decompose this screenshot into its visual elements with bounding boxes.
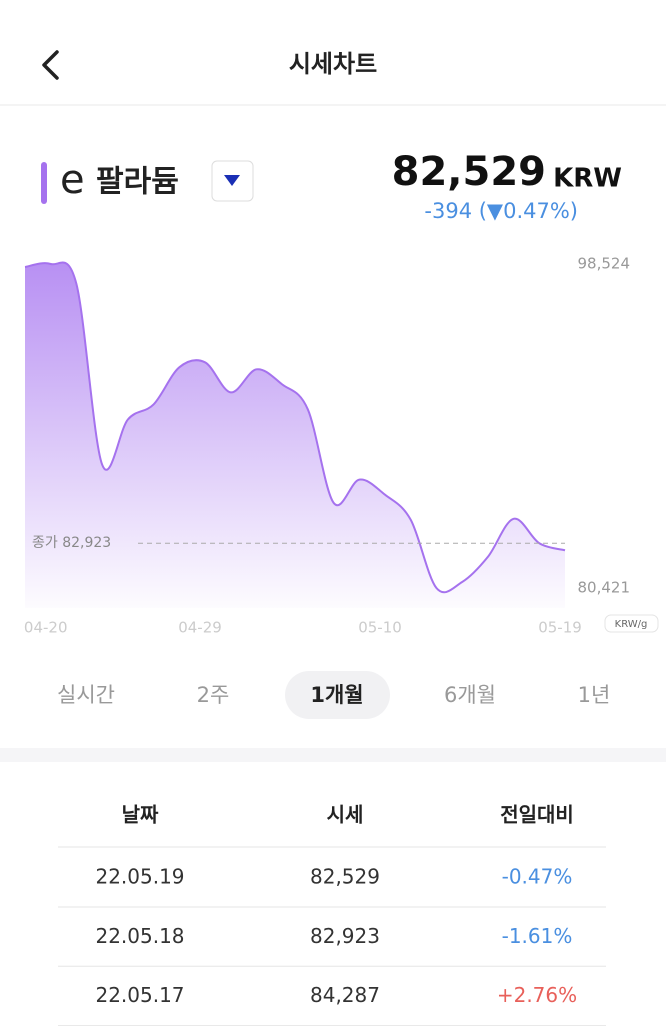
table-cell: 22.05.18 — [95, 924, 184, 948]
reference-label: 종가 82,923 — [32, 535, 111, 551]
area-fill — [25, 262, 565, 608]
x-tick-label: 04-29 — [178, 619, 222, 637]
asset-name: 팔라듐 — [96, 165, 179, 200]
x-tick-label: 04-20 — [24, 619, 68, 637]
back-button[interactable] — [42, 50, 59, 80]
price-table: 날짜 시세 전일대비 22.05.19 82,529 -0.47% 22.05.18 82,9… — [58, 803, 606, 1026]
table-header: 전일대비 — [500, 803, 574, 827]
unit-label: KRW/g — [615, 619, 648, 630]
tab-selected-bg — [285, 671, 390, 719]
table-cell: 22.05.19 — [95, 865, 184, 889]
header-title: 시세차트 — [289, 50, 377, 78]
asset-prefix: e — [60, 157, 85, 203]
price-change: -394 (▼0.47%) — [424, 199, 578, 223]
y-tick-label: 80,421 — [578, 579, 631, 597]
x-tick-label: 05-10 — [358, 619, 402, 637]
section-divider — [0, 748, 666, 762]
dropdown-arrow — [224, 175, 240, 186]
unit-badge — [604, 614, 659, 633]
chart: 종가 82,923 98,524 80,421 04-20 04-29 05-10 05-1… — [24, 255, 659, 637]
table-cell: -1.61% — [502, 924, 573, 948]
period-tab[interactable]: 6개월 — [444, 683, 496, 707]
period-tab[interactable]: 실시간 — [57, 683, 115, 707]
price: 82,529 — [392, 149, 546, 195]
asset-dropdown[interactable] — [211, 160, 254, 202]
accent-bar — [41, 162, 47, 204]
y-tick-label: 98,524 — [578, 255, 631, 273]
table-header: 날짜 — [122, 803, 159, 827]
table-cell: -0.47% — [502, 865, 573, 889]
period-tabs: 실시간 2주 1개월 6개월 1년 — [57, 683, 610, 707]
table-cell: 84,287 — [310, 983, 380, 1007]
x-tick-label: 05-19 — [538, 619, 582, 637]
period-tab[interactable]: 1년 — [578, 683, 611, 707]
table-header: 시세 — [327, 803, 364, 827]
price-unit: KRW — [553, 164, 622, 194]
table-cell: 82,529 — [310, 865, 380, 889]
period-tab[interactable]: 2주 — [197, 683, 230, 707]
table-cell: 22.05.17 — [95, 983, 184, 1007]
price-line — [24, 261, 566, 594]
period-tab[interactable]: 1개월 — [310, 683, 363, 707]
table-cell: 82,923 — [310, 924, 380, 948]
table-cell: +2.76% — [497, 983, 577, 1007]
